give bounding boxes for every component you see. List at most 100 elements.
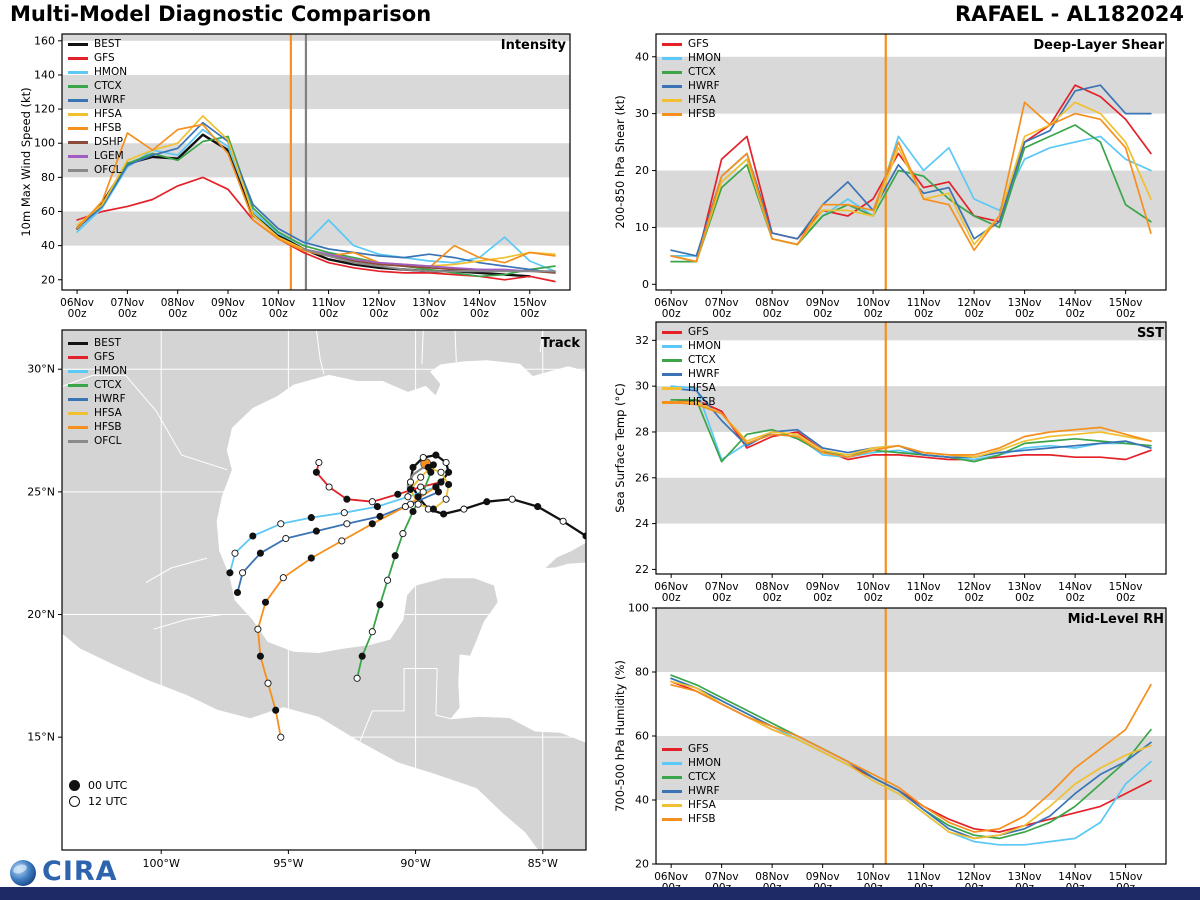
svg-text:160: 160 [34, 34, 55, 47]
legend-item-hwrf: HWRF [662, 79, 721, 93]
cira-logo-icon [10, 859, 36, 886]
svg-text:200-850 hPa Shear (kt): 200-850 hPa Shear (kt) [613, 95, 627, 228]
legend-item-ctcx: CTCX [68, 378, 127, 392]
legend-swatch [662, 358, 682, 362]
legend-swatch [662, 84, 682, 88]
legend-swatch [68, 341, 88, 345]
panel-track: 100°W 95°W 90°W 85°W 15°N 20°N 25°N 30°N Track … [18, 324, 598, 890]
legend-item-hmon: HMON [662, 339, 721, 353]
shear-legend: GFS HMON CTCX HWRF HFSA HFSB [662, 37, 721, 121]
svg-text:60: 60 [635, 730, 649, 743]
storm-title: RAFAEL - AL182024 [955, 2, 1184, 26]
legend-label: HWRF [94, 94, 126, 106]
legend-swatch [662, 70, 682, 74]
svg-text:700-500 hPa Humidity (%): 700-500 hPa Humidity (%) [613, 660, 627, 812]
panel-rh: 2040608010006Nov00z07Nov00z08Nov00z09Nov… [612, 602, 1178, 898]
legend-item-gfs: GFS [662, 742, 721, 756]
legend-swatch [68, 355, 88, 359]
legend-label: CTCX [688, 771, 716, 783]
utc-legend-label: 00 UTC [88, 779, 128, 792]
legend-label: GFS [94, 351, 115, 363]
svg-text:20: 20 [635, 858, 649, 871]
legend-label: HMON [688, 757, 722, 769]
svg-text:80: 80 [41, 171, 55, 184]
legend-item-hfsa: HFSA [68, 107, 127, 121]
legend-label: CTCX [94, 80, 122, 92]
legend-item-hwrf: HWRF [68, 93, 127, 107]
svg-text:40: 40 [635, 794, 649, 807]
legend-swatch [68, 126, 88, 130]
legend-label: OFCL [94, 435, 122, 447]
legend-swatch [68, 168, 88, 172]
legend-item-hmon: HMON [662, 756, 721, 770]
legend-item-ofcl: OFCL [68, 163, 127, 177]
legend-item-hwrf: HWRF [68, 392, 127, 406]
legend-swatch [68, 154, 88, 158]
svg-text:22: 22 [635, 563, 649, 576]
panel-sst: 22 24 26 28 30 32 06Nov 00z 07Nov 00z 08Nov 00z 09No… [612, 316, 1178, 608]
legend-item-hfsa: HFSA [662, 93, 721, 107]
legend-item-hfsb: HFSB [68, 420, 127, 434]
svg-text:30°N: 30°N [27, 363, 55, 376]
legend-swatch [662, 775, 682, 779]
legend-item-hmon: HMON [662, 51, 721, 65]
legend-swatch [662, 344, 682, 348]
svg-text:26: 26 [635, 471, 649, 484]
svg-text:24: 24 [635, 517, 649, 530]
svg-text:120: 120 [34, 103, 55, 116]
legend-swatch [662, 98, 682, 102]
legend-label: HWRF [94, 393, 126, 405]
legend-label: CTCX [94, 379, 122, 391]
legend-item-hfsb: HFSB [662, 107, 721, 121]
legend-item-hfsa: HFSA [68, 406, 127, 420]
legend-swatch [68, 411, 88, 415]
rh-chart: 2040608010006Nov00z07Nov00z08Nov00z09Nov… [613, 602, 1167, 894]
legend-label: GFS [94, 52, 115, 64]
svg-text:100: 100 [34, 137, 55, 150]
legend-item-hwrf: HWRF [662, 784, 721, 798]
legend-swatch [68, 112, 88, 116]
legend-swatch [68, 383, 88, 387]
legend-swatch [662, 817, 682, 821]
legend-item-hfsb: HFSB [68, 121, 127, 135]
panel-title-rh: Mid-Level RH [1067, 612, 1164, 627]
legend-label: DSHP [94, 136, 123, 148]
track-legend: BEST GFS HMON CTCX HWRF HFSA HFSB OFCL [68, 336, 127, 448]
legend-swatch [662, 330, 682, 334]
legend-label: HMON [94, 365, 128, 377]
legend-item-gfs: GFS [68, 350, 127, 364]
legend-item-hmon: HMON [68, 65, 127, 79]
legend-item-hwrf: HWRF [662, 367, 721, 381]
legend-item-dshp: DSHP [68, 135, 127, 149]
svg-text:20°N: 20°N [27, 608, 55, 621]
legend-swatch [68, 140, 88, 144]
svg-text:25°N: 25°N [27, 485, 55, 498]
svg-text:0: 0 [642, 278, 649, 291]
legend-label: HFSB [688, 108, 716, 120]
utc-legend-label: 12 UTC [88, 795, 128, 808]
legend-item-gfs: GFS [68, 51, 127, 65]
panel-title-intensity: Intensity [500, 38, 566, 53]
legend-label: HFSB [94, 421, 122, 433]
legend-label: HFSA [688, 94, 716, 106]
open-circle-icon [69, 796, 80, 807]
cira-logo: CIRA [8, 856, 118, 887]
svg-text:40: 40 [635, 50, 649, 63]
legend-label: OFCL [94, 164, 122, 176]
legend-item-lgem: LGEM [68, 149, 127, 163]
